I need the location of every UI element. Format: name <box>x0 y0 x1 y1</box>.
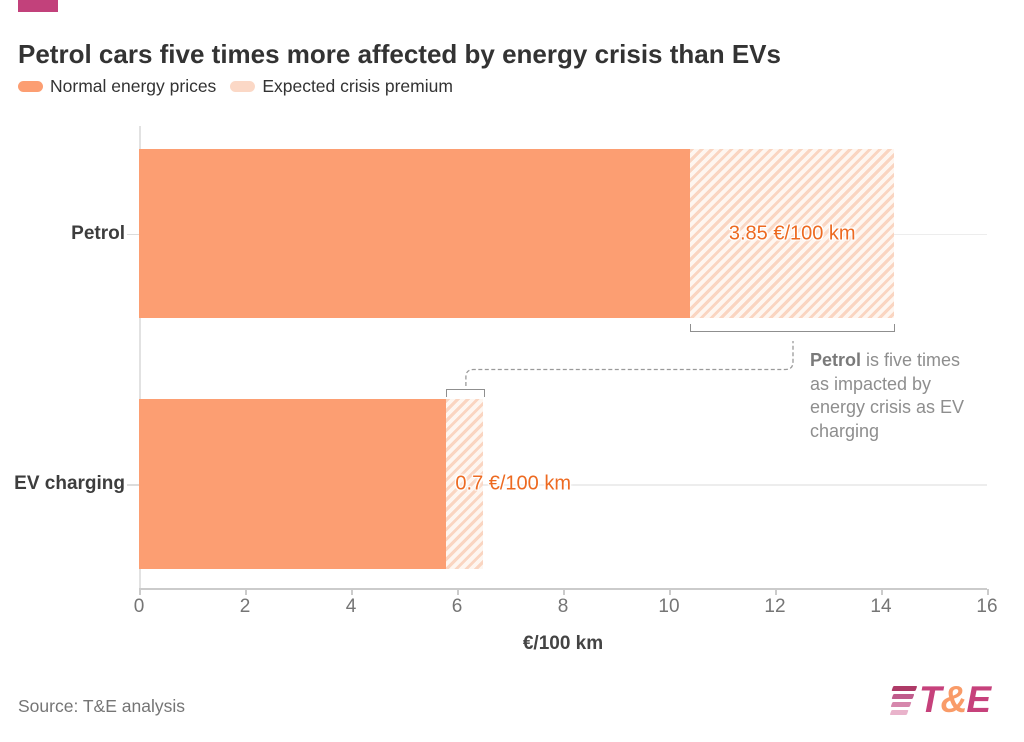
x-axis-tick-label: 16 <box>976 596 998 617</box>
brand-accent-bar <box>18 0 58 12</box>
x-axis-line <box>139 588 987 590</box>
category-axis-tick <box>127 484 139 486</box>
annotation-line3: energy crisis as EV <box>810 397 965 417</box>
x-axis-title: €/100 km <box>522 633 604 654</box>
bar-segment-premium <box>690 149 895 318</box>
chart-title: Petrol cars five times more affected by … <box>18 39 781 70</box>
te-logo-stripes-icon <box>881 686 918 715</box>
x-axis-tick-label: 0 <box>133 596 145 617</box>
x-axis-tick-label: 14 <box>870 596 892 617</box>
annotation-line1: is five times <box>861 350 961 370</box>
petrol-premium-bracket <box>690 324 895 332</box>
x-axis-tick-label: 12 <box>764 596 786 617</box>
x-axis-tick-label: 6 <box>451 596 463 617</box>
annotation-line4: charging <box>810 420 880 441</box>
legend-swatch-normal-icon <box>18 81 43 92</box>
legend-swatch-premium-icon <box>230 81 256 92</box>
legend-label-normal: Normal energy prices <box>50 76 217 96</box>
legend-label-premium: Expected crisis premium <box>262 76 453 96</box>
category-label: EV charging <box>14 473 125 494</box>
x-axis-tick-label: 2 <box>239 596 251 617</box>
te-logo-text: T&E <box>919 679 991 720</box>
x-axis-tick-label: 10 <box>658 596 680 617</box>
x-axis-tick <box>881 589 883 595</box>
category-axis-tick <box>127 233 139 235</box>
legend: Normal energy prices Expected crisis pre… <box>18 76 453 97</box>
premium-value-label: 3.85 €/100 km <box>728 222 856 244</box>
x-axis-tick <box>775 589 777 595</box>
legend-item-normal: Normal energy prices <box>18 76 216 97</box>
y-axis-line <box>139 126 141 588</box>
annotation-bold-word: Petrol <box>810 350 862 370</box>
x-axis-tick <box>669 589 671 595</box>
ev-premium-bracket <box>446 389 485 397</box>
category-gridline <box>139 484 987 486</box>
x-axis-tick <box>987 589 989 595</box>
bar-segment-normal <box>139 149 691 318</box>
source-text: Source: T&E analysis <box>18 696 185 716</box>
x-axis-tick <box>139 589 141 595</box>
category-label: Petrol <box>71 222 125 244</box>
annotation-line2: as impacted by <box>810 373 932 394</box>
x-axis-tick <box>563 589 565 595</box>
bar-segment-premium <box>446 399 484 569</box>
x-axis-tick <box>457 589 459 595</box>
x-axis-tick <box>245 589 247 595</box>
annotation-text: Petrol is five times as impacted by ener… <box>810 349 988 443</box>
legend-item-premium: Expected crisis premium <box>230 76 453 97</box>
te-logo: T&E <box>886 679 991 720</box>
x-axis-tick-label: 4 <box>345 596 357 617</box>
bar-segment-normal <box>139 399 447 569</box>
x-axis-tick <box>351 589 353 595</box>
premium-value-label: 0.7 €/100 km <box>455 472 572 495</box>
x-axis-tick-label: 8 <box>557 596 569 617</box>
